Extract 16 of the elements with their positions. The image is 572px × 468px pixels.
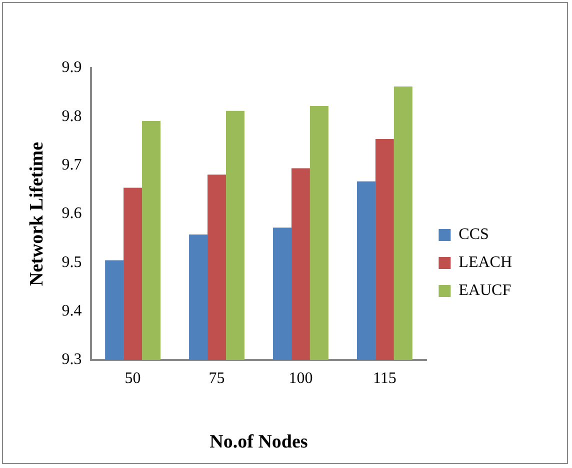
x-tick-label: 100 (288, 370, 313, 387)
y-axis-title: Network Lifetime (26, 142, 48, 286)
y-tick-label: 9.6 (62, 205, 82, 222)
y-tick-label: 9.3 (62, 351, 82, 368)
legend-label: CCS (458, 226, 489, 244)
x-tick-label: 75 (208, 370, 225, 387)
y-tick-label: 9.5 (62, 254, 82, 271)
x-tick-label: 50 (124, 370, 141, 387)
legend-label: EAUCF (458, 282, 512, 300)
x-tick-label: 115 (372, 370, 396, 387)
legend-label: LEACH (458, 254, 512, 272)
y-tick-label: 9.4 (62, 302, 82, 320)
y-tick-label: 9.9 (62, 59, 82, 76)
y-tick-label: 9.8 (62, 108, 82, 125)
y-tick-label: 9.7 (62, 156, 82, 174)
x-axis-title: No.of Nodes (210, 432, 308, 453)
